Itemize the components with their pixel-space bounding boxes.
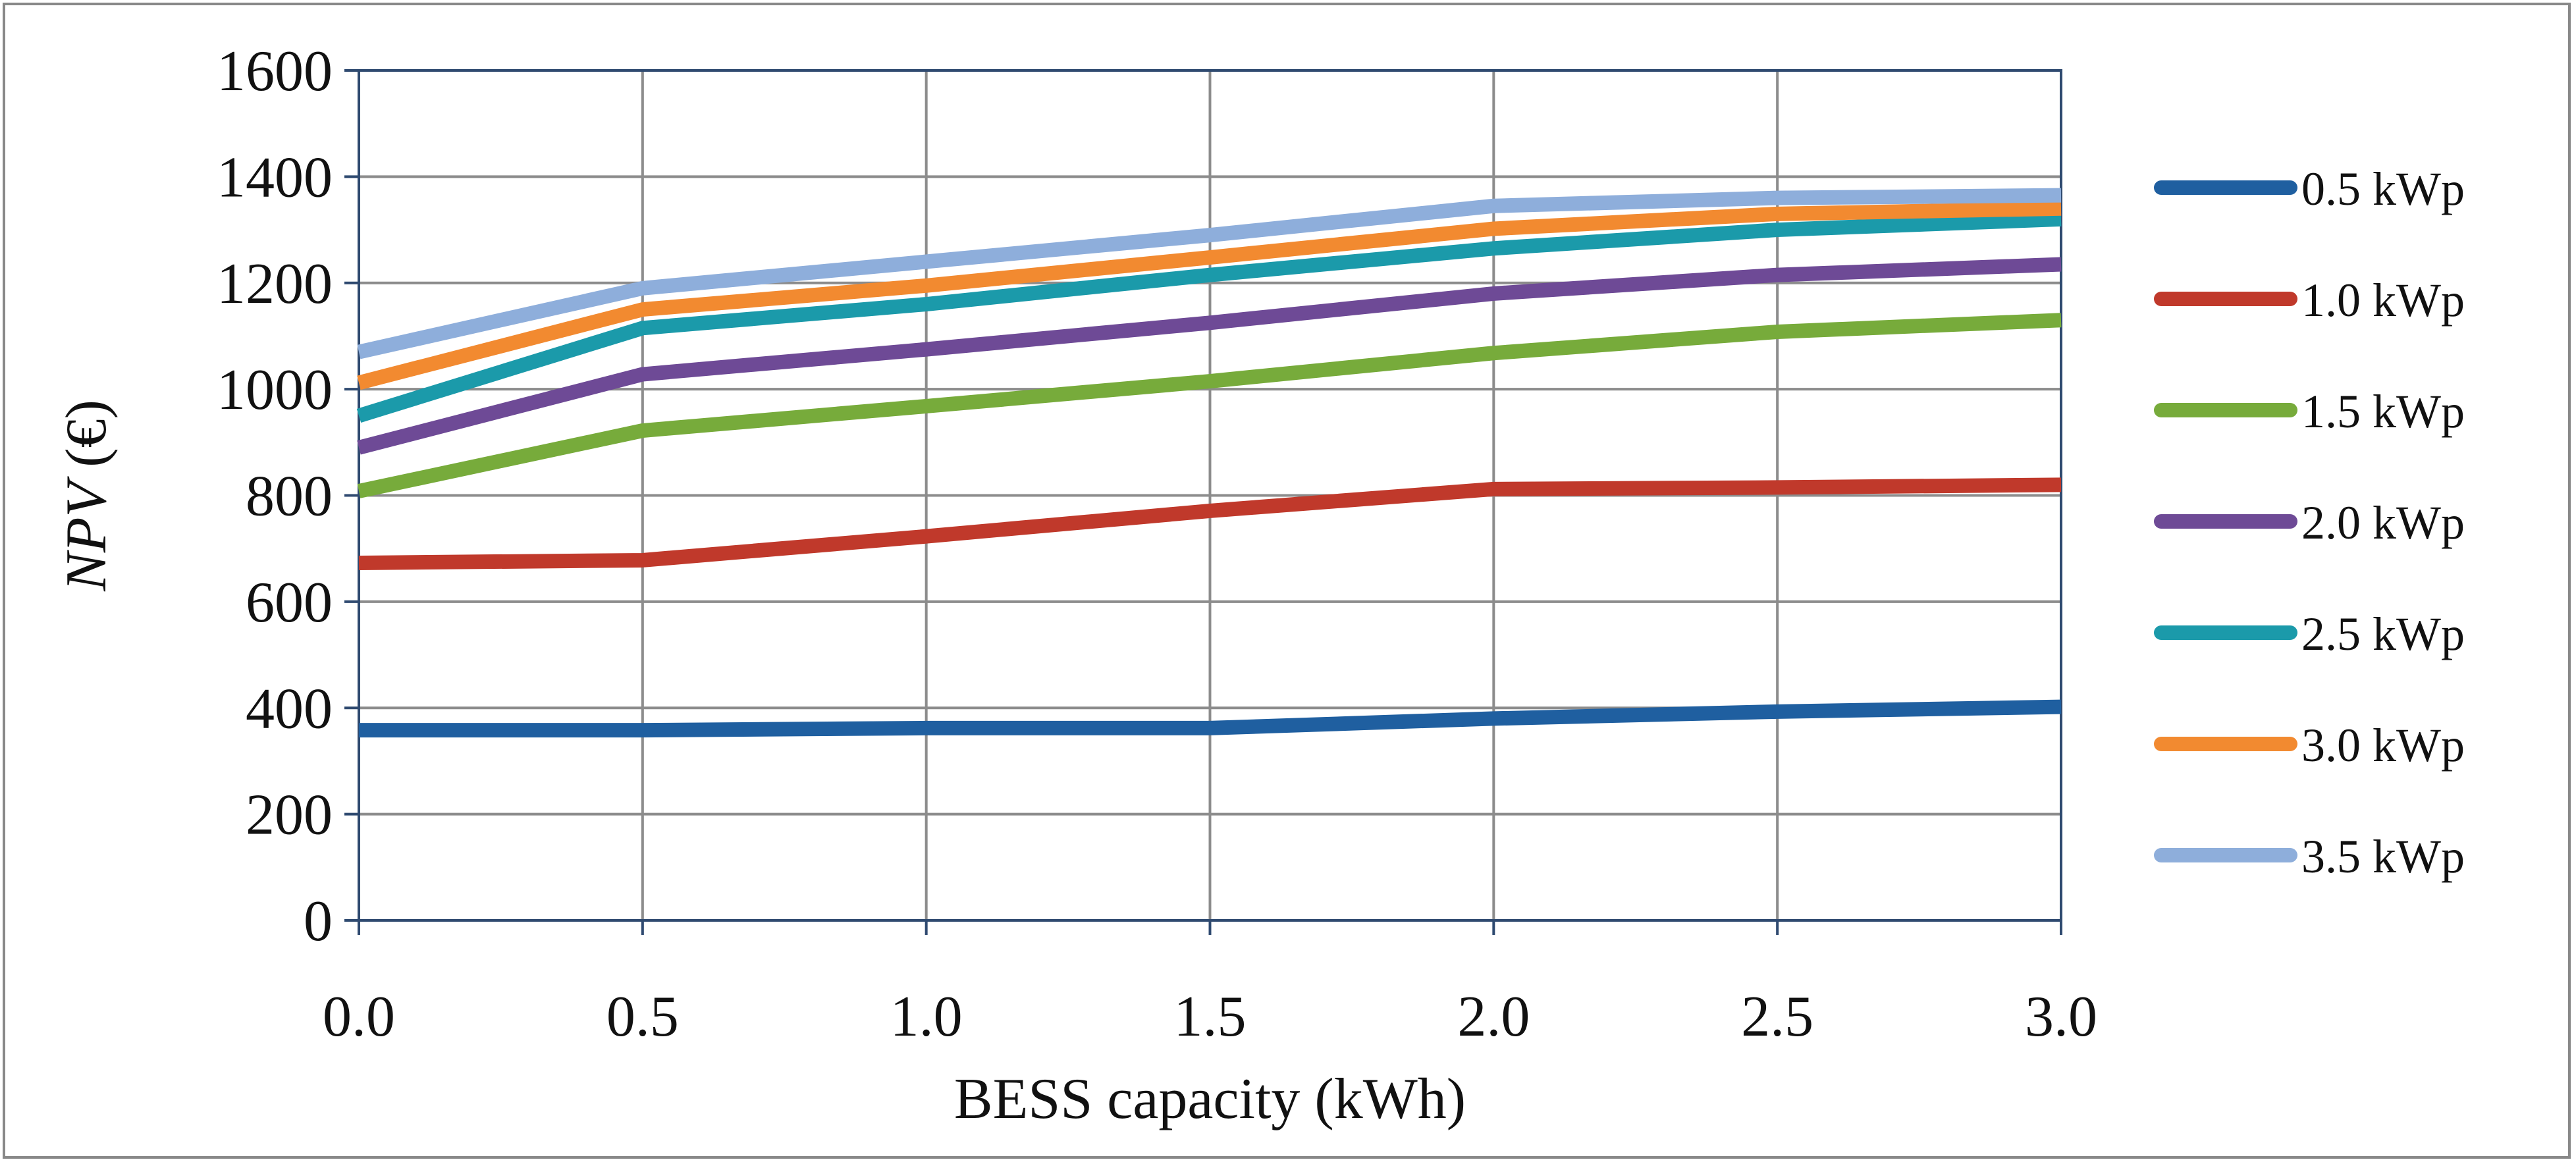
x-tick-label: 3.0 — [2025, 985, 2097, 1049]
x-tick-label: 2.0 — [1457, 985, 1530, 1049]
y-axis-title-italic: NPV — [55, 475, 119, 591]
x-tick-label: 1.5 — [1174, 985, 1247, 1049]
y-tick-label: 1600 — [217, 40, 333, 103]
tick-layer: 0 200 400 600 800 1000 1200 1400 1600 0.0 0.5 1.0 1.… — [217, 40, 2097, 1049]
y-tick-label: 1400 — [217, 146, 333, 209]
series-line-3-5-kwp — [357, 188, 2062, 359]
y-tick-label: 200 — [246, 783, 333, 847]
series-layer — [356, 188, 2062, 738]
legend-label: 1.0 kWp — [2301, 274, 2465, 327]
y-axis-title: NPV (€) — [55, 400, 119, 592]
x-tick-label: 1.0 — [890, 985, 963, 1049]
legend-label: 0.5 kWp — [2301, 163, 2465, 215]
y-tick-label: 1000 — [217, 358, 333, 422]
x-tick-label: 2.5 — [1741, 985, 1813, 1049]
series-line-1-0-kwp — [358, 477, 2062, 570]
series-line-0-5-kwp — [359, 699, 2062, 738]
legend-label: 2.0 kWp — [2301, 496, 2465, 549]
series-line-2-5-kwp — [356, 211, 2062, 423]
series-line-2-0-kwp — [357, 257, 2062, 455]
y-axis-title-unit: (€) — [55, 400, 119, 482]
y-tick-label: 800 — [246, 465, 333, 529]
legend-label: 3.5 kWp — [2301, 830, 2465, 883]
legend: 0.5 kWp 1.0 kWp 1.5 kWp 2.0 kWp 2.5 kWp 3.0 k… — [2154, 163, 2465, 883]
x-axis-title: BESS capacity (kWh) — [954, 1067, 1466, 1131]
y-tick-label: 400 — [246, 677, 333, 741]
legend-label: 1.5 kWp — [2301, 385, 2465, 438]
legend-label: 2.5 kWp — [2301, 608, 2465, 660]
y-tick-label: 0 — [304, 889, 333, 953]
series-line-3-0-kwp — [357, 201, 2062, 390]
y-tick-label: 600 — [246, 571, 333, 635]
series-line-1-5-kwp — [357, 313, 2062, 498]
legend-label: 3.0 kWp — [2301, 719, 2465, 772]
x-tick-label: 0.5 — [606, 985, 679, 1049]
y-tick-label: 1200 — [217, 252, 333, 316]
x-tick-label: 0.0 — [323, 985, 395, 1049]
chart-frame — [3, 3, 2571, 1159]
